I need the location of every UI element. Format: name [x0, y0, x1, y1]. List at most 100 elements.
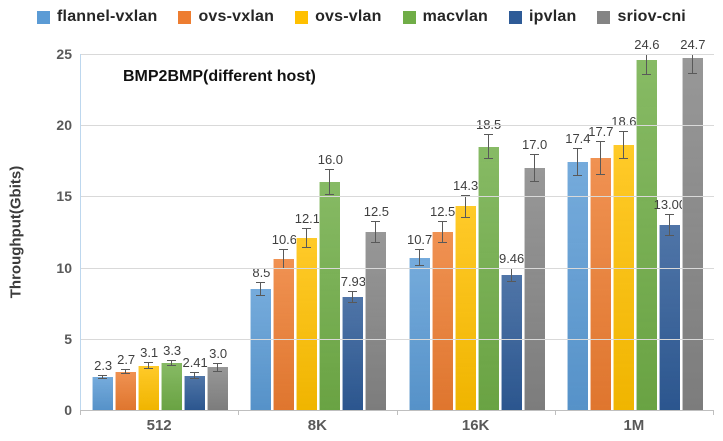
- error-bar-cap-bottom: [414, 265, 424, 267]
- error-bar-cap-bottom: [437, 242, 447, 244]
- error-bar-cap-bottom: [98, 378, 108, 380]
- error-bar-cap-bottom: [144, 368, 154, 370]
- bar-value-label: 17.4: [565, 131, 591, 146]
- bar-value-label: 13.00: [653, 196, 687, 212]
- error-bar-cap-bottom: [641, 74, 651, 76]
- bar-value-label: 24.7: [680, 37, 706, 53]
- error-bar: [464, 194, 466, 218]
- bar-sriov-cni-8K: 12.5: [364, 204, 389, 410]
- error-bar-cap-bottom: [190, 378, 200, 380]
- legend-label: macvlan: [422, 8, 489, 25]
- error-bar-cap-top: [437, 220, 447, 222]
- error-bar-cap-bottom: [687, 72, 697, 74]
- error-bar: [622, 130, 624, 160]
- bar-flannel-vxlan-512: 2.3: [92, 359, 114, 410]
- error-bar: [306, 227, 308, 248]
- x-axis-tick: [80, 410, 81, 415]
- bar-value-label: 3.0: [209, 346, 228, 362]
- bar-value-label: 14.3: [452, 177, 479, 193]
- x-label-16K: 16K: [461, 417, 490, 434]
- bar-value-label: 10.6: [271, 232, 298, 248]
- error-bar-cap-bottom: [348, 301, 358, 303]
- error-bar-cap-top: [664, 213, 674, 215]
- bar-value-label: 7.93: [340, 274, 367, 290]
- error-bar-cap-bottom: [664, 235, 674, 237]
- x-label-8K: 8K: [307, 417, 327, 434]
- error-bar-cap-bottom: [529, 181, 539, 183]
- error-bar-cap-top: [348, 291, 358, 293]
- error-bar-cap-top: [121, 368, 131, 370]
- error-bar-cap-bottom: [460, 216, 470, 218]
- error-bar-cap-bottom: [256, 295, 266, 297]
- legend-item-sriov-cni: sriov-cni: [597, 8, 686, 26]
- gridline-5: [81, 338, 714, 340]
- error-bar-cap-bottom: [325, 193, 335, 195]
- y-tick-label-15: 15: [56, 188, 72, 205]
- error-bar-cap-bottom: [506, 281, 516, 283]
- bar-sriov-cni-512: 3.0: [207, 347, 229, 410]
- error-bar: [691, 54, 693, 74]
- bar-value-label: 2.3: [94, 358, 113, 374]
- error-bar: [599, 140, 601, 176]
- error-bar-cap-bottom: [167, 364, 177, 366]
- legend-swatch-icon: [37, 10, 51, 24]
- legend-swatch-icon: [597, 10, 611, 24]
- error-bar-cap-top: [414, 249, 424, 251]
- y-axis-title: Throughput(Gbits): [7, 165, 25, 299]
- bar-ipvlan-16K: 9.46: [499, 252, 524, 410]
- error-bar: [329, 169, 331, 195]
- bar-value-label: 10.7: [406, 232, 433, 248]
- error-bar: [352, 291, 354, 303]
- error-bar: [171, 360, 173, 366]
- legend-swatch-icon: [295, 10, 309, 24]
- error-bar-cap-bottom: [595, 174, 605, 176]
- legend: flannel-vxlan ovs-vxlan ovs-vlan macvlan ipv…: [0, 3, 723, 31]
- error-bar-cap-top: [618, 130, 628, 132]
- y-tick-label-20: 20: [56, 117, 72, 134]
- error-bar: [645, 54, 647, 76]
- bar-ovs-vxlan-16K: 12.5: [430, 204, 455, 410]
- bar-value-label: 12.5: [363, 203, 390, 219]
- bar-value-label: 3.1: [140, 345, 159, 361]
- bar-value-label: 12.5: [429, 203, 456, 219]
- error-bar-cap-top: [325, 169, 335, 171]
- bar-macvlan-1M: 24.6: [634, 38, 660, 410]
- error-bar-cap-top: [167, 360, 177, 362]
- x-axis-labels: 512 8K 16K 1M: [80, 417, 713, 439]
- error-bar: [260, 281, 262, 297]
- bar-value-label: 2.41: [182, 355, 208, 371]
- legend-label: ovs-vxlan: [198, 8, 275, 25]
- bar-value-label: 12.1: [294, 210, 321, 226]
- legend-item-ipvlan: ipvlan: [509, 8, 576, 26]
- error-bar: [668, 213, 670, 237]
- bar-group-16K: 10.7 12.5 14.3 18.5 9.46 17.0: [398, 54, 556, 410]
- bar-macvlan-512: 3.3: [161, 344, 183, 410]
- x-axis-tick: [554, 410, 556, 415]
- bar-ipvlan-8K: 7.93: [341, 275, 366, 410]
- legend-item-ovs-vxlan: ovs-vxlan: [178, 8, 274, 26]
- bar-sriov-cni-1M: 24.7: [680, 38, 706, 410]
- error-bar: [194, 372, 196, 380]
- error-bar-cap-top: [506, 268, 516, 270]
- bar-ovs-vxlan-512: 2.7: [115, 352, 137, 410]
- error-bar-cap-bottom: [213, 370, 223, 372]
- error-bar: [510, 268, 512, 283]
- bar-flannel-vxlan-16K: 10.7: [407, 233, 432, 410]
- bar-value-label: 17.7: [588, 123, 614, 139]
- legend-swatch-icon: [178, 10, 192, 24]
- legend-label: ovs-vlan: [315, 8, 382, 25]
- legend-label: flannel-vxlan: [57, 8, 158, 25]
- error-bar: [217, 363, 219, 372]
- legend-swatch-icon: [509, 10, 523, 24]
- bar-groups: 2.3 2.7 3.1 3.3 2.41 3.0 8.5 10.6 12.1 16.0 7.93 12…: [81, 38, 714, 410]
- bar-value-label: 16.0: [317, 152, 344, 168]
- bar-ovs-vlan-16K: 14.3: [453, 178, 478, 410]
- bar-ovs-vlan-1M: 18.6: [611, 114, 637, 410]
- error-bar: [576, 148, 578, 177]
- bar-value-label: 9.46: [498, 251, 525, 267]
- error-bar: [487, 133, 489, 160]
- bar-ovs-vlan-8K: 12.1: [295, 211, 320, 410]
- legend-item-macvlan: macvlan: [402, 8, 489, 26]
- bar-ovs-vlan-512: 3.1: [138, 346, 160, 410]
